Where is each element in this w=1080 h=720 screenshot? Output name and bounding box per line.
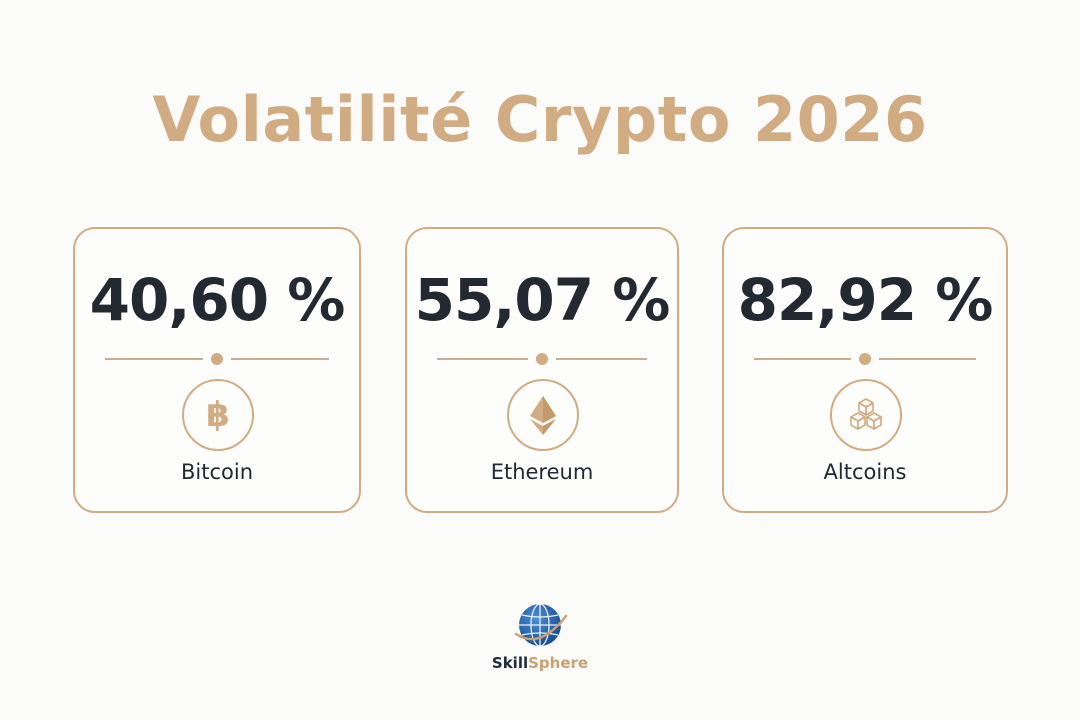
brand-name: SkillSphere <box>490 652 590 674</box>
bitcoin-volatility-value: 40,60 % <box>89 266 346 334</box>
card-ethereum: 55,07 % Ethereum <box>405 227 679 513</box>
svg-text:฿: ฿ <box>206 395 230 435</box>
cubes-icon <box>830 379 902 451</box>
altcoins-label: Altcoins <box>823 460 907 484</box>
card-bitcoin: 40,60 % ฿ Bitcoin <box>73 227 361 513</box>
ethereum-volatility-value: 55,07 % <box>414 266 671 334</box>
divider <box>437 353 647 365</box>
page-title: Volatilité Crypto 2026 <box>152 83 928 156</box>
altcoins-volatility-value: 82,92 % <box>737 266 994 334</box>
bitcoin-icon: ฿ <box>182 379 254 451</box>
bitcoin-label: Bitcoin <box>180 460 253 484</box>
brand-name-part2: Sphere <box>528 654 589 672</box>
ethereum-label: Ethereum <box>490 460 594 484</box>
globe-icon <box>512 598 568 654</box>
card-altcoins: 82,92 % Altcoins <box>722 227 1008 513</box>
brand-name-part1: Skill <box>491 654 529 672</box>
ethereum-icon <box>507 379 579 451</box>
divider <box>105 353 329 365</box>
brand-logo: SkillSphere <box>490 598 590 678</box>
divider <box>754 353 976 365</box>
